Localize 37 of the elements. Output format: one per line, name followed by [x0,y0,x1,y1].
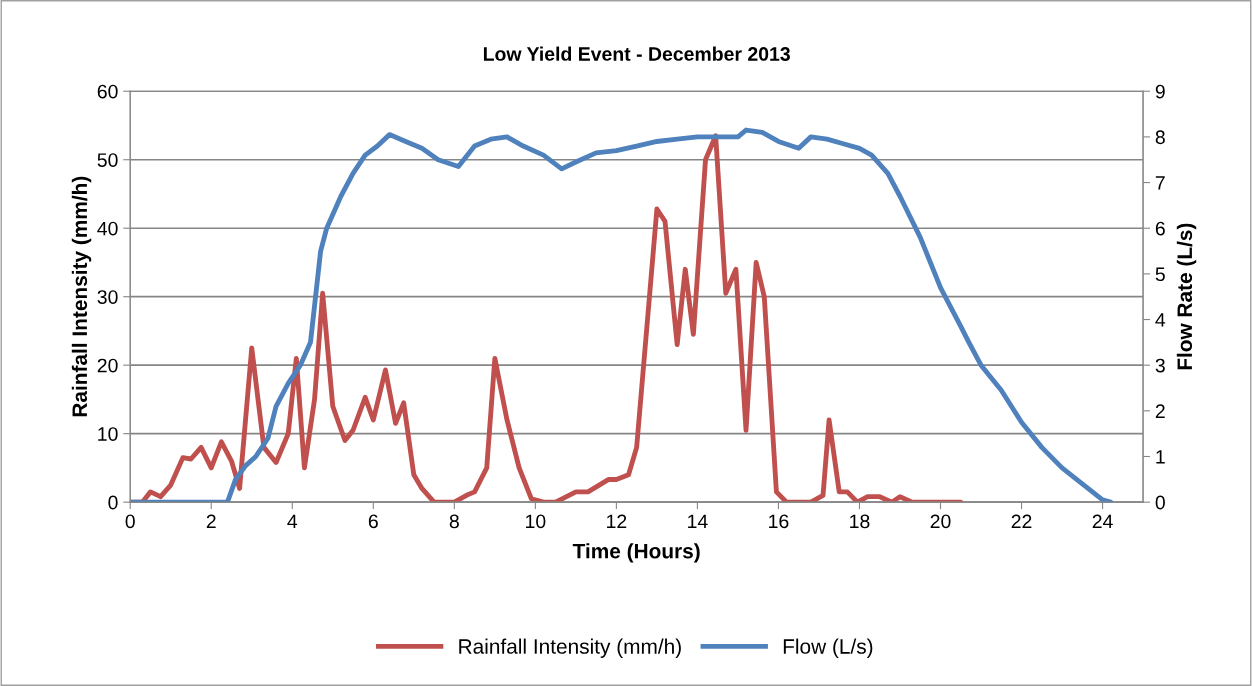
x-tick-label: 14 [688,514,708,529]
y-tick-label: 30 [97,290,118,304]
y2-tick-label: 5 [1155,267,1165,282]
x-axis-title: Time (Hours) [572,543,700,563]
y-tick-label: 10 [98,427,118,441]
y2-tick-label: 3 [1155,358,1165,373]
x-tick-label: 2 [206,514,216,529]
x-tick-label: 10 [526,514,546,529]
line-series [130,127,1114,503]
y2-axis-title: Flow Rate (L/s) [1176,223,1197,370]
legend-label: Rainfall Intensity (mm/h) [459,638,681,658]
y-tick-label: 20 [97,358,118,373]
y2-tick-label: 0 [1155,495,1165,510]
y2-tick-label: 4 [1155,313,1166,327]
x-tick-label: 4 [287,514,298,529]
x-tick-label: 22 [1011,514,1032,529]
y-tick-label: 40 [97,221,118,236]
y-tick-label: 50 [97,153,118,167]
y-tick-label: 0 [108,495,118,510]
y2-tick-label: 6 [1155,221,1165,236]
x-tick-label: 6 [368,514,378,529]
y2-tick-label: 9 [1155,84,1165,99]
y-axis-title: Rainfall Intensity (mm/h) [71,176,92,417]
x-tick-label: 24 [1092,514,1113,529]
chart-title: Low Yield Event - December 2013 [483,46,790,61]
y2-tick-label: 8 [1155,130,1165,145]
legend-label: Flow (L/s) [783,638,873,658]
x-tick-label: 8 [449,514,459,529]
y2-tick-label: 2 [1155,404,1165,418]
x-tick-label: 0 [125,514,135,529]
y2-tick-label: 1 [1156,450,1165,464]
y-tick-label: 60 [97,84,118,99]
x-tick-label: 18 [850,514,870,529]
x-tick-label: 20 [930,514,951,529]
x-tick-label: 12 [607,514,627,529]
x-tick-label: 16 [769,514,789,529]
y2-tick-label: 7 [1155,176,1165,190]
